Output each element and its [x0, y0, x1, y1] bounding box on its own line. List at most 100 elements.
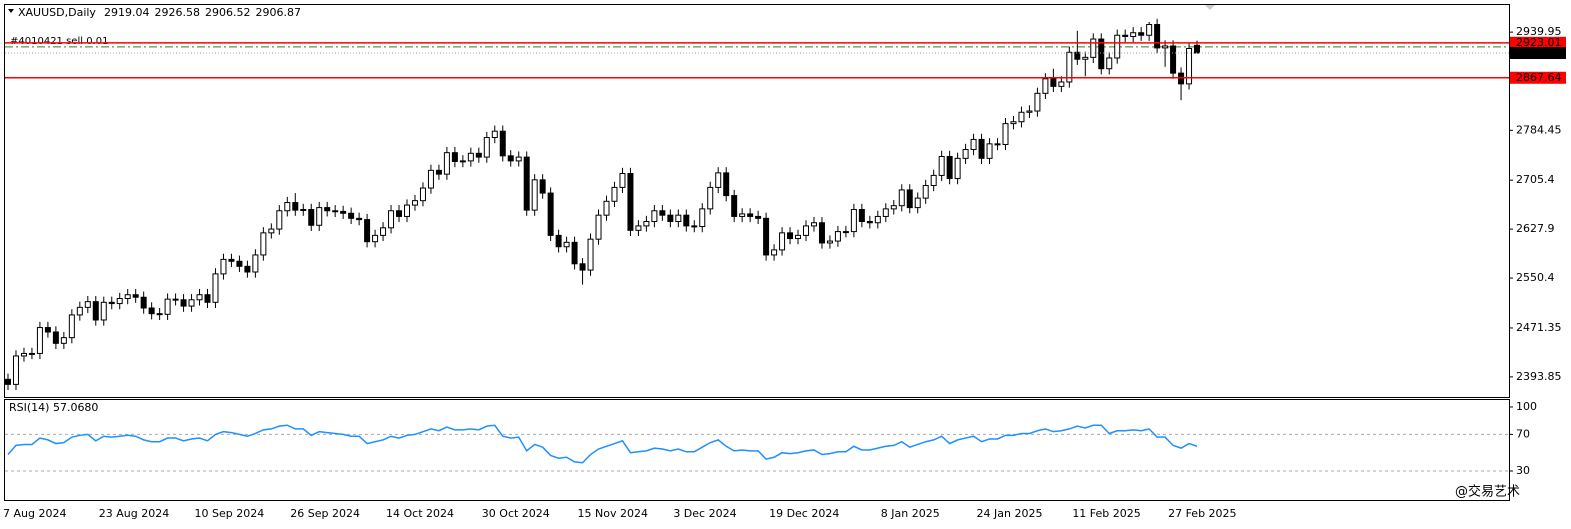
bear-candle [547, 192, 554, 236]
bull-candle [1114, 34, 1121, 59]
bull-candle [810, 222, 817, 227]
x-tick-label: 11 Feb 2025 [1072, 507, 1140, 520]
symbol: XAUUSD,Daily [18, 6, 96, 19]
bull-candle [1002, 123, 1009, 145]
x-tick-label: 26 Sep 2024 [290, 507, 360, 520]
bull-candle [100, 301, 107, 321]
bull-candle [603, 200, 610, 216]
bull-candle [12, 355, 19, 385]
bull-candle [164, 298, 171, 315]
bear-candle [156, 313, 163, 316]
bear-candle [180, 299, 187, 307]
bear-candle [1098, 38, 1105, 70]
bull-candle [914, 197, 921, 209]
bear-candle [172, 298, 179, 301]
bear-candle [906, 189, 913, 209]
price-tag [1510, 71, 1566, 84]
bull-candle [404, 204, 410, 217]
bull-candle [260, 232, 267, 256]
menu-arrow[interactable] [8, 9, 14, 13]
bear-candle [763, 217, 770, 256]
bull-candle [1130, 32, 1137, 38]
bull-candle [124, 294, 131, 300]
bear-candle [755, 215, 762, 219]
x-tick-label: 3 Dec 2024 [673, 507, 736, 520]
ohlc-value: 2906.52 [205, 6, 251, 19]
bear-candle [1154, 24, 1161, 49]
bull-candle [252, 254, 259, 273]
bull-candle [36, 327, 43, 354]
x-tick-label: 15 Nov 2024 [578, 507, 648, 520]
bull-candle [28, 352, 35, 355]
bear-candle [507, 155, 514, 162]
bull-candle [20, 352, 27, 357]
bull-candle [268, 228, 275, 234]
bear-candle [691, 225, 698, 228]
bull-candle [890, 205, 897, 210]
bull-candle [898, 189, 905, 207]
bear-candle [723, 172, 730, 197]
bull-candle [60, 337, 67, 344]
bear-candle [1138, 32, 1145, 36]
bear-candle [683, 214, 690, 227]
bear-candle [132, 294, 139, 298]
price-panel [4, 4, 1510, 398]
y-tick-label: 2705.4 [1516, 173, 1555, 186]
y-tick-label: 2939.95 [1516, 25, 1562, 38]
bull-candle [779, 232, 786, 251]
bear-candle [5, 378, 11, 385]
y-tick-label: 2393.85 [1516, 370, 1562, 383]
bear-candle [1122, 34, 1129, 38]
bear-candle [946, 155, 953, 180]
bull-candle [962, 149, 969, 159]
bull-candle [188, 299, 195, 307]
rsi-panel [4, 399, 1510, 501]
bull-candle [1162, 45, 1169, 49]
bull-candle [220, 258, 227, 275]
bull-candle [1010, 121, 1017, 125]
bull-candle [1066, 51, 1073, 83]
bear-candle [659, 210, 666, 216]
bear-candle [340, 210, 347, 214]
bull-candle [411, 200, 418, 206]
bear-candle [539, 179, 546, 194]
bear-candle [994, 143, 1001, 146]
price-tag-label: 2867.64 [1516, 71, 1562, 84]
bull-candle [587, 238, 594, 271]
bear-candle [356, 217, 363, 221]
bull-candle [531, 179, 538, 211]
bear-candle [204, 294, 211, 303]
y-tick-label: 100 [1516, 400, 1537, 413]
bull-candle [699, 208, 706, 228]
bull-candle [1034, 92, 1041, 112]
bear-candle [396, 210, 403, 217]
bull-candle [707, 186, 714, 210]
bull-candle [76, 306, 83, 316]
bull-candle [1026, 110, 1033, 113]
y-tick-label: 70 [1516, 427, 1530, 440]
bull-candle [651, 210, 658, 222]
bull-candle [212, 273, 219, 303]
bear-candle [555, 234, 562, 248]
bull-candle [611, 186, 618, 202]
price-tag-label: 2906.87 [1516, 46, 1562, 59]
bull-candle [739, 213, 746, 217]
price-tag [1510, 47, 1566, 60]
bear-candle [1194, 44, 1201, 54]
x-tick-label: 14 Oct 2024 [386, 507, 454, 520]
bear-candle [571, 241, 578, 265]
bull-candle [1082, 56, 1089, 60]
bull-candle [803, 225, 809, 236]
bull-candle [970, 138, 977, 151]
bull-candle [372, 234, 379, 243]
y-tick-label: 2627.9 [1516, 222, 1555, 235]
bear-candle [1074, 51, 1081, 60]
bear-candle [108, 301, 115, 305]
bull-candle [427, 169, 434, 189]
bear-candle [858, 208, 865, 222]
bull-candle [619, 173, 626, 188]
bear-candle [866, 220, 873, 224]
y-tick-label: 2471.35 [1516, 321, 1562, 334]
ohlc-value: 2919.04 [104, 6, 150, 19]
bull-candle [882, 208, 889, 217]
